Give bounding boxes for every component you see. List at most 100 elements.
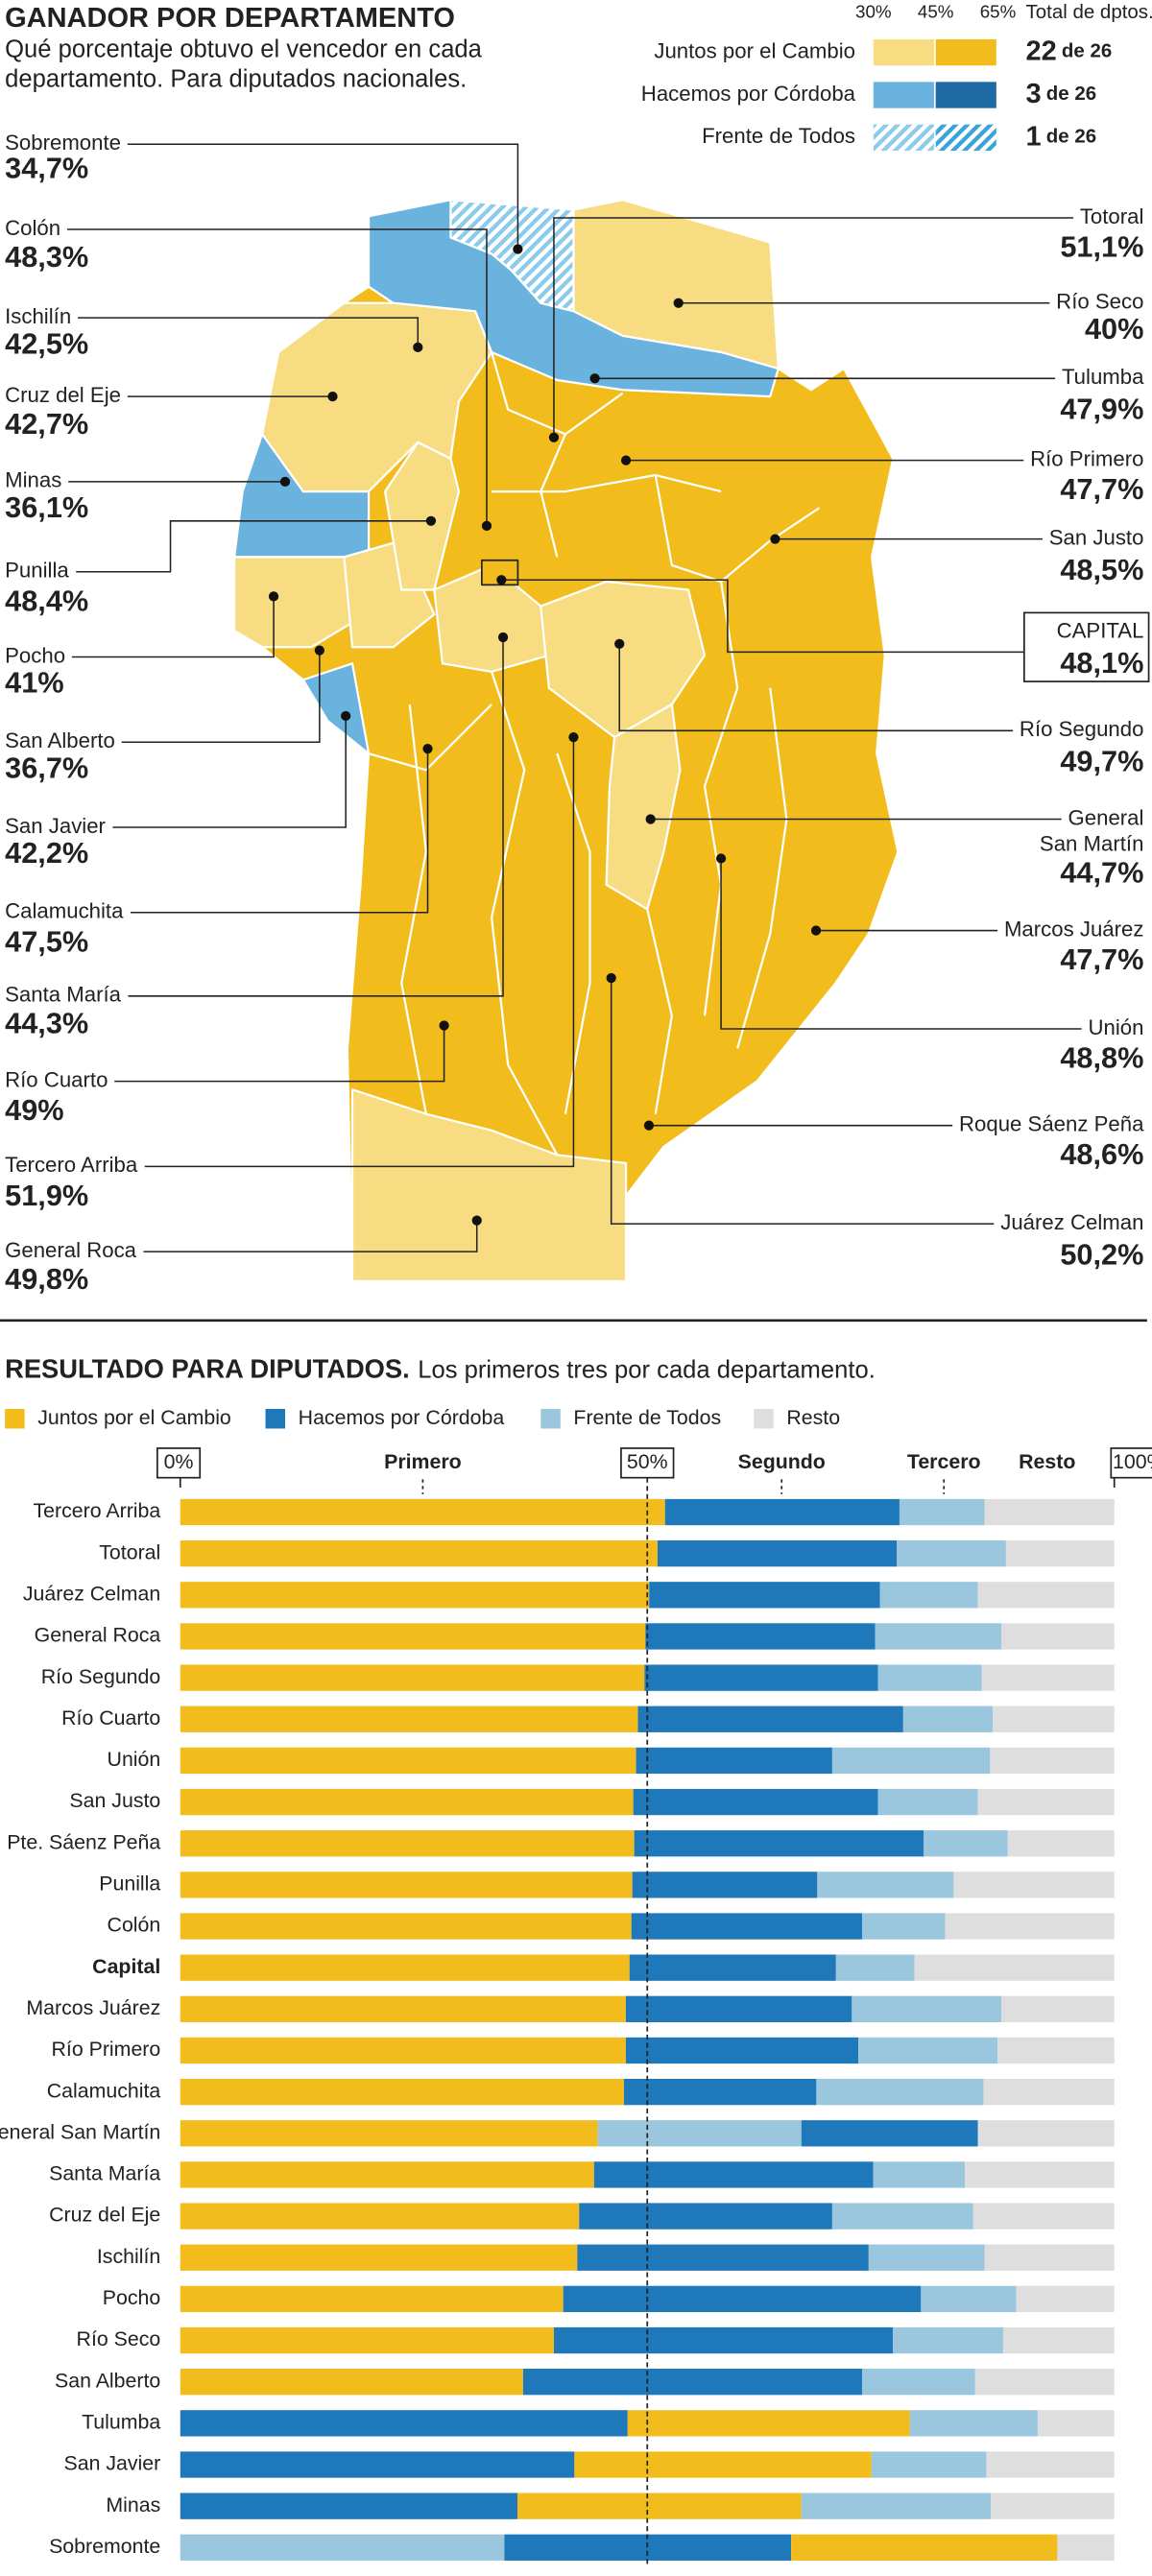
- leader-dot: [422, 743, 433, 754]
- bar-segment: [625, 1995, 852, 2022]
- leader-dot: [589, 373, 600, 384]
- bar-segment: [180, 2244, 578, 2271]
- bar-segment: [180, 1954, 630, 1981]
- y-tick-label: Minas: [106, 2493, 160, 2516]
- leader-line: [127, 143, 519, 250]
- legend-swatch: [873, 38, 934, 66]
- department-value: 48,4%: [5, 584, 88, 617]
- bar-segment: [1001, 1995, 1115, 2022]
- bar-segment: [977, 1788, 1115, 1816]
- y-tick-label: Unión: [108, 1748, 161, 1771]
- legend-label: Juntos por el Cambio: [37, 1406, 231, 1429]
- map-region: [540, 580, 707, 739]
- bar-segment: [974, 2369, 1115, 2396]
- bar-segment: [862, 2369, 975, 2396]
- bar-segment: [631, 1913, 863, 1940]
- bar-segment: [657, 1540, 898, 1567]
- leader-dot: [715, 853, 727, 864]
- leader-line: [114, 1025, 445, 1083]
- legend-swatch: [265, 1408, 286, 1429]
- department-name: Pocho: [5, 643, 65, 667]
- leader-line: [112, 715, 347, 828]
- bar-segment: [801, 2120, 978, 2147]
- bar-segment: [180, 2326, 554, 2354]
- y-tick-label: Totoral: [99, 1540, 160, 1563]
- department-name: Tulumba: [1062, 365, 1144, 389]
- y-tick-label: Río Cuarto: [61, 1706, 160, 1729]
- bar-segment: [862, 1913, 946, 1940]
- y-tick-label: Calamuchita: [47, 2079, 161, 2102]
- bar-segment: [634, 1830, 924, 1857]
- bar-segment: [629, 1954, 836, 1981]
- department-name: General: [1068, 805, 1144, 829]
- leader-line: [76, 520, 431, 573]
- department-value: 49%: [5, 1093, 63, 1127]
- department-name: Marcos Juárez: [1004, 917, 1144, 941]
- legend-label: Frente de Todos: [702, 124, 855, 148]
- column-header: Primero: [384, 1450, 462, 1473]
- department-name: Río Seco: [1056, 290, 1143, 314]
- map-subtitle-box: Qué porcentaje obtuvo el vencedor en cad…: [5, 36, 482, 94]
- y-tick-label: San Alberto: [55, 2369, 160, 2392]
- department-value: 34,7%: [5, 152, 88, 185]
- bar-segment: [180, 1498, 665, 1526]
- leader-dot: [645, 814, 656, 824]
- leader-dot: [606, 972, 616, 984]
- leader-dot: [279, 476, 291, 487]
- column-header: Resto: [1019, 1450, 1075, 1473]
- x-tick-label: 0%: [164, 1450, 194, 1473]
- bar-segment: [644, 1664, 878, 1691]
- legend-swatch: [935, 82, 996, 108]
- bar-segment: [180, 2120, 598, 2147]
- bar-segment: [553, 2326, 894, 2354]
- department-name: Juárez Celman: [1000, 1210, 1143, 1234]
- bar-segment: [180, 2078, 624, 2106]
- bar-segment: [984, 1498, 1115, 1526]
- legend-swatch: [935, 38, 996, 66]
- bar-segment: [180, 2369, 523, 2396]
- bar-segment: [180, 2451, 575, 2478]
- bar-segment: [997, 2037, 1115, 2064]
- leader-line: [121, 650, 321, 744]
- bar-segment: [858, 2037, 998, 2064]
- y-tick-label: San Justo: [69, 1789, 160, 1812]
- y-tick-label: Santa María: [49, 2162, 160, 2185]
- bar-segment: [879, 1582, 978, 1609]
- legend-swatch: [5, 1408, 25, 1429]
- y-tick-label: Marcos Juárez: [26, 1996, 160, 2019]
- capital-box: [1022, 611, 1150, 682]
- bar-segment: [835, 1954, 915, 1981]
- bar-segment: [977, 2120, 1115, 2147]
- bar-segment: [180, 1705, 638, 1732]
- bar-segment: [664, 1498, 900, 1526]
- count-number: 1: [1026, 121, 1042, 152]
- x-tick-box: [156, 1447, 202, 1479]
- legend-count: 3 de 26: [1026, 79, 1097, 109]
- column-header: Tercero: [907, 1450, 981, 1473]
- leader-dot: [439, 1020, 449, 1031]
- bar-segment: [981, 1664, 1115, 1691]
- bar-segment: [180, 1747, 636, 1775]
- department-value: 48,1%: [1060, 646, 1143, 680]
- map-region: [368, 351, 821, 1156]
- chart-title-main: RESULTADO PARA DIPUTADOS.: [5, 1354, 410, 1384]
- y-tick-label: Colón: [108, 1914, 161, 1937]
- bar-segment: [909, 2410, 1038, 2437]
- leader-dot: [770, 534, 780, 544]
- bar-segment: [627, 2410, 910, 2437]
- department-value: 51,9%: [5, 1179, 88, 1212]
- department-value: 44,3%: [5, 1007, 88, 1040]
- map-subtitle: Qué porcentaje obtuvo el vencedor en cad…: [5, 36, 482, 94]
- bar-segment: [902, 1705, 994, 1732]
- y-tick-label: San Javier: [64, 2452, 161, 2475]
- department-name: San Javier: [5, 814, 106, 838]
- bar-segment: [1002, 2326, 1115, 2354]
- leader-dot: [643, 1120, 655, 1131]
- bar-segment: [632, 1872, 818, 1898]
- legend-swatch: [754, 1408, 774, 1429]
- y-tick-label: Tulumba: [82, 2410, 160, 2433]
- legend-label: Hacemos por Córdoba: [299, 1406, 505, 1429]
- legend-label: Hacemos por Córdoba: [641, 82, 856, 106]
- bar-segment: [1037, 2410, 1115, 2437]
